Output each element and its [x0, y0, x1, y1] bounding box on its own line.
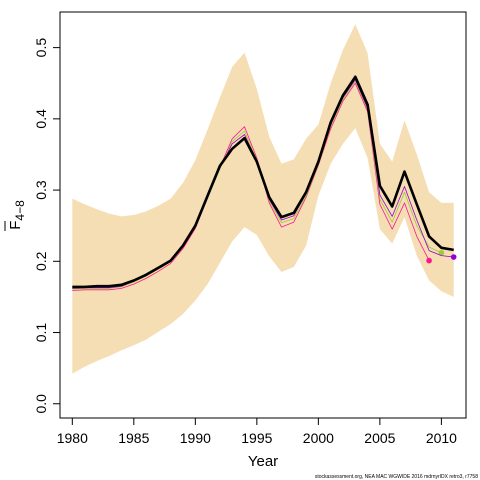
- series-line-4: [72, 75, 454, 289]
- svg-text:F4−8: F4−8: [7, 200, 27, 230]
- y-tick-label: 0.2: [33, 251, 49, 271]
- y-tick-label: 0.1: [33, 323, 49, 343]
- x-tick-label: 1990: [180, 430, 211, 446]
- series-end-point-2: [438, 249, 445, 256]
- x-tick-label: 2000: [303, 430, 334, 446]
- x-tick-label: 1985: [118, 430, 149, 446]
- y-axis-title-sub: 4−8: [13, 200, 27, 221]
- x-tick-label: 2010: [426, 430, 457, 446]
- x-tick-label: 1995: [241, 430, 272, 446]
- y-axis: 0.0 0.1 0.2 0.3 0.4 0.5: [33, 38, 61, 414]
- y-axis-title-main: F: [7, 221, 24, 230]
- x-tick-label: 1980: [57, 430, 88, 446]
- y-tick-label: 0.0: [33, 394, 49, 414]
- series-end-point-1: [426, 257, 432, 264]
- x-axis-title: Year: [248, 453, 278, 470]
- y-tick-label: 0.5: [33, 38, 49, 58]
- y-tick-label: 0.3: [33, 180, 49, 200]
- y-axis-title: F4−8: [4, 200, 27, 231]
- footnote: stockassessment.org, NEA MAC WGWIDE 2016…: [315, 474, 478, 480]
- x-axis: 1980 1985 1990 1995 2000 2005 2010: [57, 417, 457, 446]
- x-tick-label: 2005: [364, 430, 395, 446]
- series-layer: [72, 75, 457, 291]
- confidence-band-layer: [72, 24, 454, 374]
- series-end-point-3: [450, 254, 457, 260]
- y-tick-label: 0.4: [33, 109, 49, 129]
- confidence-band: [72, 24, 454, 374]
